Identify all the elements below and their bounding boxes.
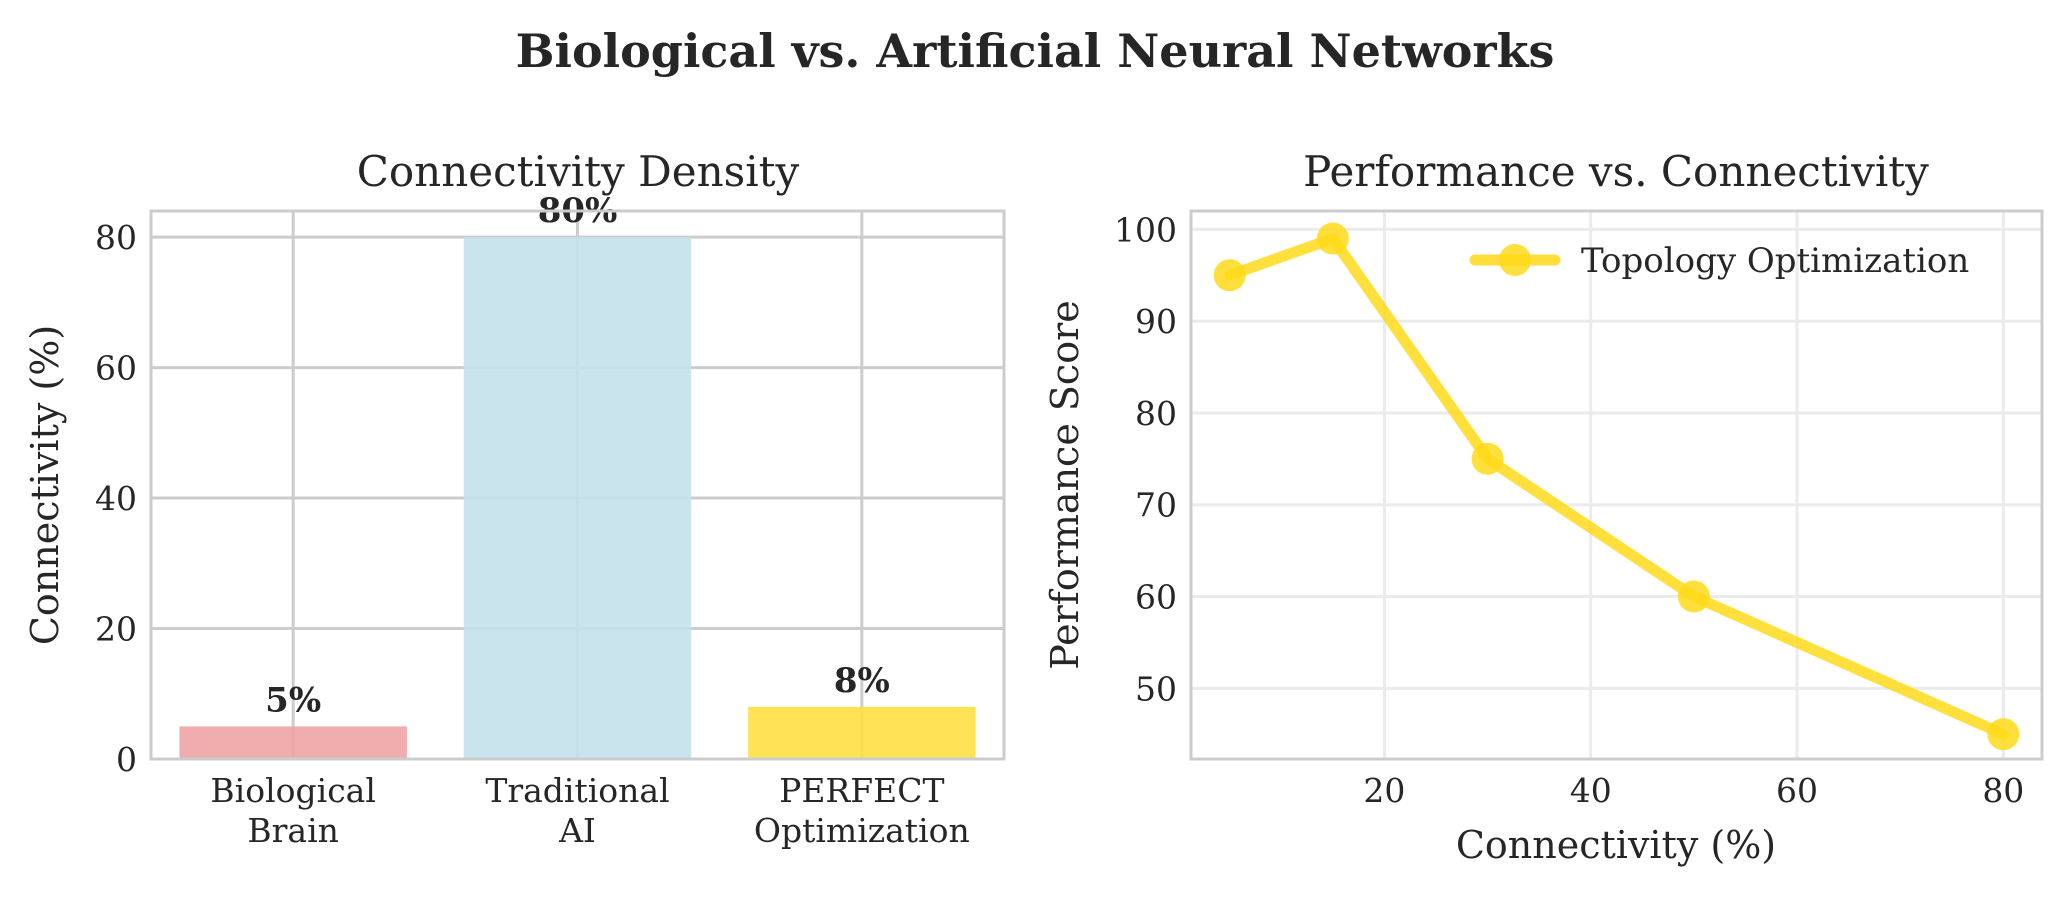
line-chart-xticks: 20 40 60 80 <box>1363 771 2024 810</box>
data-point <box>1677 580 1710 613</box>
legend-marker <box>1499 244 1531 276</box>
bar-value-label: 8% <box>834 661 890 701</box>
bar-ytick-label: 40 <box>95 479 137 518</box>
line-xtick-label: 60 <box>1776 771 1818 810</box>
line-chart-panel: Performance vs. Connectivity Performance… <box>1043 147 2044 867</box>
line-chart-yticks: 50 60 70 80 90 100 <box>1114 210 1177 708</box>
data-point <box>1213 259 1246 292</box>
bar <box>748 706 976 759</box>
bar-chart-ylabel: Connectivity (%) <box>23 325 67 645</box>
line-ytick-label: 100 <box>1114 210 1177 249</box>
line-chart-grid <box>1191 211 2042 759</box>
line-ytick-label: 80 <box>1135 394 1177 433</box>
bar-chart-title: Connectivity Density <box>357 147 800 196</box>
line-chart-legend: Topology Optimization <box>1469 241 1969 281</box>
bar-chart-frame <box>149 209 1006 761</box>
bar-xtick-label: PERFECT <box>779 771 944 810</box>
series-line <box>1224 233 2009 740</box>
data-point <box>1471 442 1504 475</box>
line-chart-frame <box>1189 209 2044 761</box>
bar-chart-bars <box>179 237 976 760</box>
legend-label: Topology Optimization <box>1581 241 1969 281</box>
data-point <box>1316 222 1349 255</box>
bar-value-label: 5% <box>265 680 321 720</box>
line-ytick-label: 90 <box>1135 302 1177 341</box>
bar-chart-yticks: 0 20 40 60 80 <box>95 218 137 779</box>
bar-xtick-label: Brain <box>247 811 339 850</box>
bar-ytick-label: 0 <box>116 740 137 779</box>
line-chart-series <box>1213 222 2020 751</box>
bar-ytick-label: 60 <box>95 349 137 388</box>
bar-xtick-label: Optimization <box>754 811 970 850</box>
figure-title: Biological vs. Artificial Neural Network… <box>516 24 1555 78</box>
line-xtick-label: 20 <box>1363 771 1405 810</box>
bar-chart-panel: Connectivity Density Connectivity (%) 0 2… <box>23 147 1006 850</box>
data-point <box>1987 718 2020 751</box>
line-chart-title: Performance vs. Connectivity <box>1303 147 1929 196</box>
line-xtick-label: 40 <box>1570 771 1612 810</box>
line-ytick-label: 60 <box>1135 578 1177 617</box>
line-xtick-label: 80 <box>1982 771 2024 810</box>
bar-xtick-label: Biological <box>210 771 375 810</box>
line-ytick-label: 70 <box>1135 486 1177 525</box>
bar-ytick-label: 20 <box>95 610 137 649</box>
bar-xtick-label: Traditional <box>485 771 669 810</box>
line-chart-xlabel: Connectivity (%) <box>1456 823 1776 867</box>
line-ytick-label: 50 <box>1135 669 1177 708</box>
bar <box>179 726 407 759</box>
bar-ytick-label: 80 <box>95 218 137 257</box>
bar <box>463 237 692 760</box>
line-chart-ylabel: Performance Score <box>1043 300 1087 669</box>
bar-xtick-label: AI <box>558 811 596 850</box>
